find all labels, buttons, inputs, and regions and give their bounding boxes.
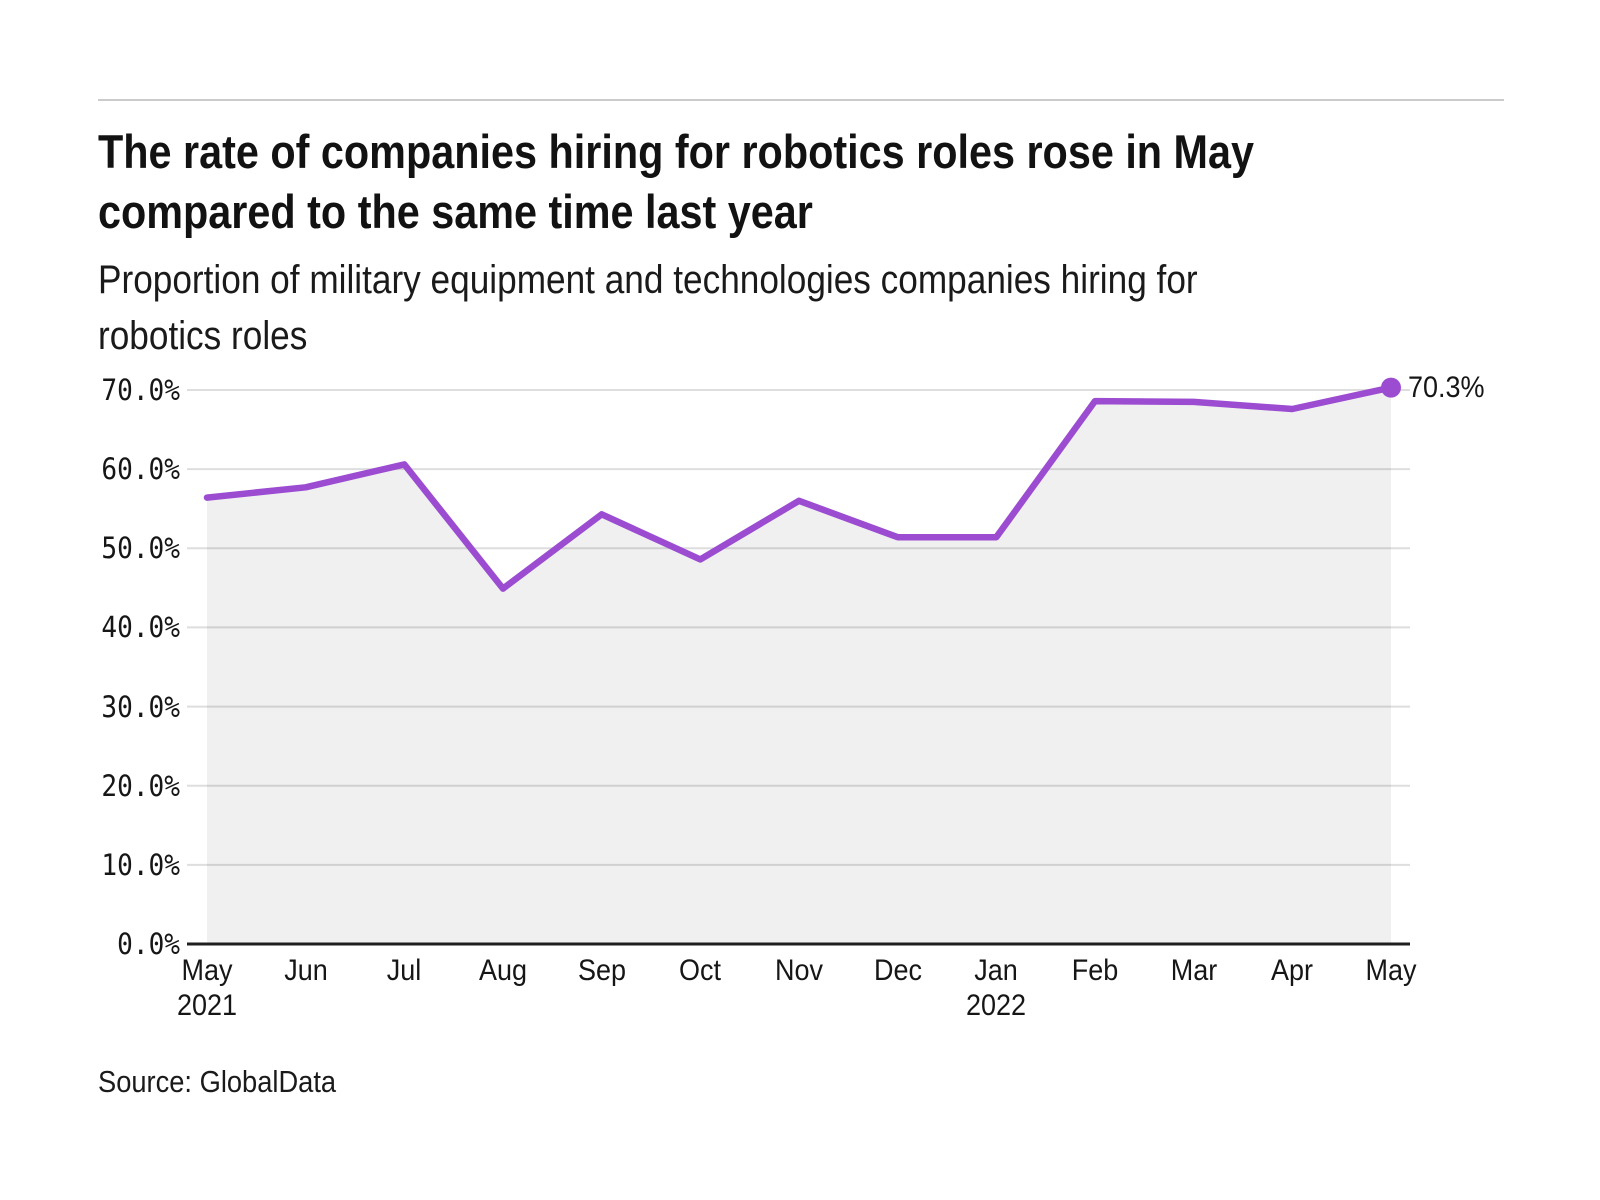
chart-subtitle-line-2: robotics roles bbox=[98, 314, 308, 358]
source-note: Source: GlobalData bbox=[98, 1064, 337, 1099]
end-point-marker bbox=[1381, 377, 1401, 398]
series-area-fill bbox=[207, 387, 1391, 945]
chart-subtitle-line-1: Proportion of military equipment and tec… bbox=[98, 258, 1198, 302]
chart-title-line-1: The rate of companies hiring for robotic… bbox=[98, 125, 1255, 178]
chart-title-line-2: compared to the same time last year bbox=[98, 185, 813, 238]
chart-title: The rate of companies hiring for robotic… bbox=[98, 122, 1418, 242]
top-divider-rule bbox=[98, 99, 1504, 101]
chart-subtitle: Proportion of military equipment and tec… bbox=[98, 252, 1471, 364]
last-point-value-label: 70.3% bbox=[1408, 370, 1485, 404]
series-line bbox=[203, 384, 1395, 592]
